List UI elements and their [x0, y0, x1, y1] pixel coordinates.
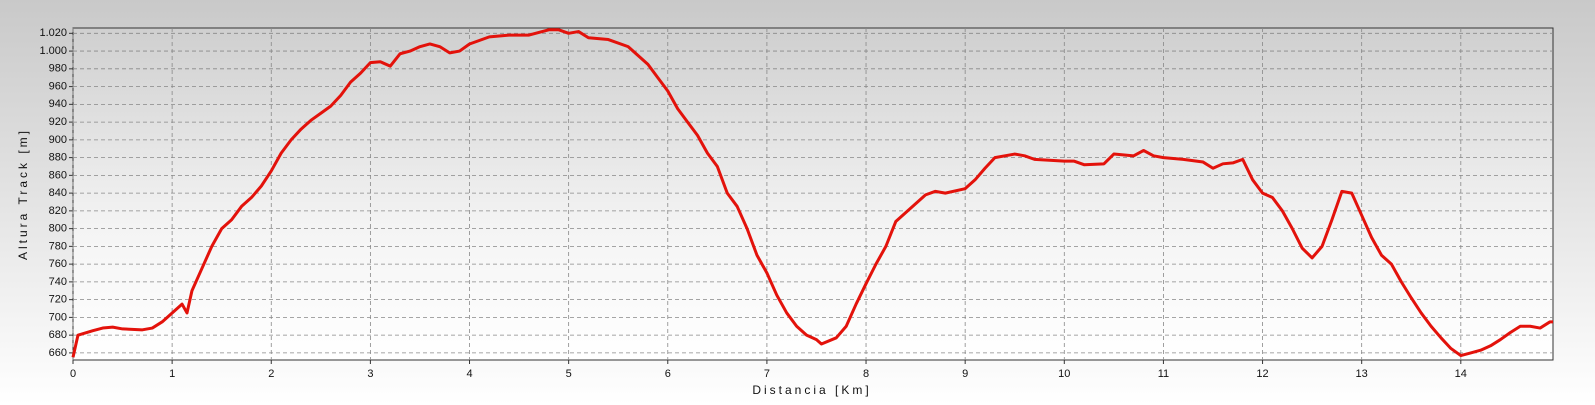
line — [71, 28, 1553, 358]
x-tick-label: 6 — [665, 368, 671, 380]
y-tick-label: 900 — [49, 134, 67, 146]
plot-area — [72, 27, 1554, 361]
y-tick-label: 760 — [49, 258, 67, 270]
y-tick-label: 720 — [49, 294, 67, 306]
x-tick-label: 13 — [1356, 368, 1368, 380]
y-tick-label: 700 — [49, 311, 67, 323]
y-tick-label: 660 — [49, 347, 67, 359]
y-tick-label: 1.020 — [39, 27, 67, 39]
y-tick-label: 860 — [49, 169, 67, 181]
x-tick-label: 1 — [169, 368, 175, 380]
x-tick-label: 9 — [962, 368, 968, 380]
x-tick-label: 2 — [268, 368, 274, 380]
y-tick-label: 920 — [49, 116, 67, 128]
y-tick-label: 880 — [49, 152, 67, 164]
x-tick-label: 3 — [367, 368, 373, 380]
y-tick-label: 820 — [49, 205, 67, 217]
y-tick-label: 960 — [49, 80, 67, 92]
x-tick-label: 5 — [566, 368, 572, 380]
y-tick-label: 940 — [49, 98, 67, 110]
x-tick-label: 12 — [1256, 368, 1268, 380]
x-tick-label: 4 — [466, 368, 472, 380]
y-axis-label: Altura Track [m] — [16, 128, 30, 260]
x-tick-label: 11 — [1158, 368, 1169, 380]
x-axis-label: Distancia [Km] — [752, 383, 871, 397]
x-tick-label: 0 — [70, 368, 76, 380]
x-tick-label: 10 — [1058, 368, 1070, 380]
y-tick-label: 800 — [49, 223, 67, 235]
y-tick-label: 740 — [49, 276, 67, 288]
y-tick-label: 1.000 — [39, 45, 67, 57]
y-tick-label: 840 — [49, 187, 67, 199]
x-tick-label: 8 — [863, 368, 869, 380]
x-tick-label: 7 — [764, 368, 770, 380]
y-tick-label: 980 — [49, 63, 67, 75]
y-tick-label: 780 — [49, 240, 67, 252]
x-tick-label: 14 — [1455, 368, 1467, 380]
y-tick-label: 680 — [49, 329, 67, 341]
